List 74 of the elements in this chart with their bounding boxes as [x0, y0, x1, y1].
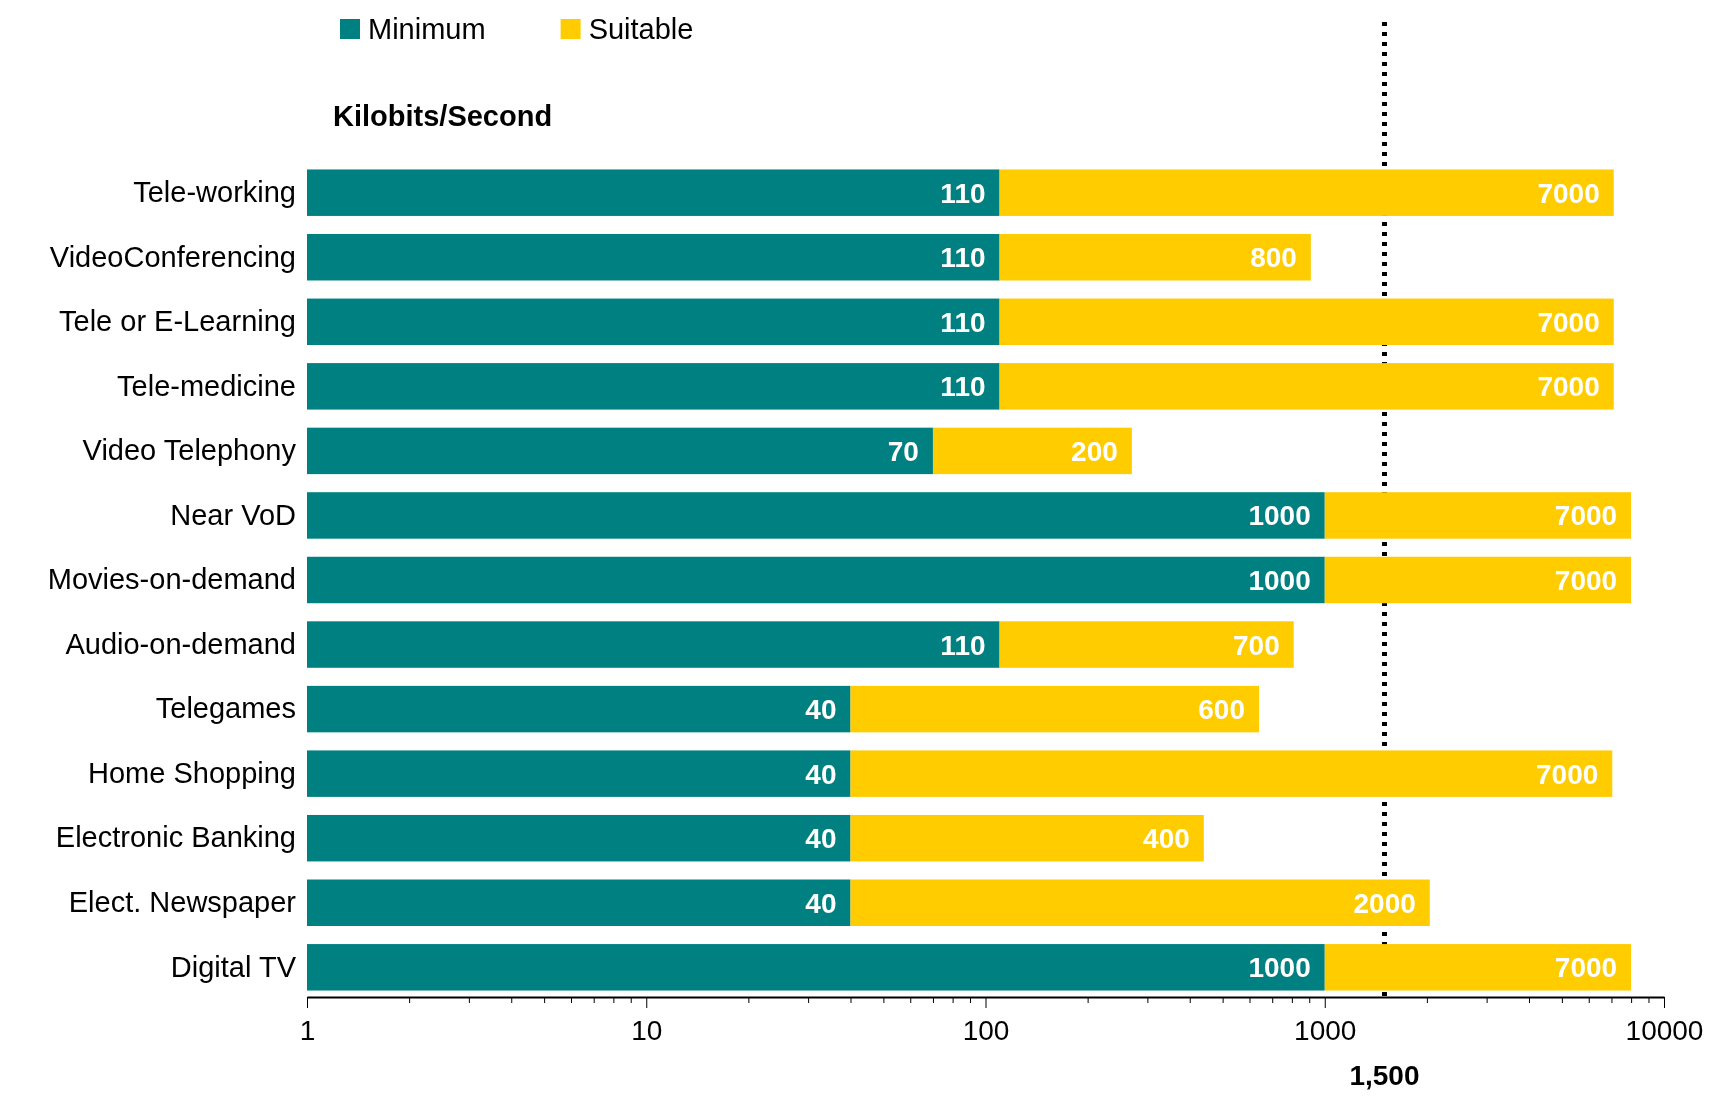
- data-label: 40: [805, 887, 837, 919]
- bar: [1324, 492, 1632, 539]
- data-label: 1000: [1248, 952, 1311, 984]
- bar: [307, 621, 1000, 668]
- y-tick-label: Audio-on-demand: [65, 627, 296, 660]
- y-tick-label: Electronic Banking: [55, 821, 296, 854]
- data-label: 7000: [1537, 177, 1600, 209]
- ref-line-label: 1,500: [1349, 1060, 1420, 1091]
- bar: [999, 298, 1614, 346]
- data-label: 110: [940, 177, 986, 209]
- data-label: 7000: [1537, 371, 1600, 403]
- data-label: 70: [887, 435, 919, 467]
- data-label: 700: [1232, 629, 1280, 661]
- y-tick-label: Tele or E-Learning: [59, 305, 296, 338]
- y-tick-label: Home Shopping: [88, 756, 296, 789]
- bar: [850, 879, 1430, 926]
- bar: [850, 750, 1613, 797]
- y-tick-label: Tele-medicine: [117, 369, 296, 402]
- bar: [307, 492, 1325, 539]
- data-label: 200: [1071, 435, 1118, 467]
- data-label: 400: [1143, 823, 1190, 855]
- y-tick-label: Digital TV: [170, 950, 297, 983]
- bar: [1324, 556, 1632, 604]
- bar: [307, 685, 851, 733]
- x-tick-label: 1: [299, 1014, 316, 1046]
- y-tick-label: Telegames: [155, 692, 296, 725]
- bar: [307, 427, 933, 475]
- data-label: 110: [940, 306, 986, 338]
- x-tick-label: 10000: [1625, 1014, 1704, 1046]
- bar: [307, 234, 1000, 281]
- y-tick-label: Video Telephony: [82, 434, 297, 467]
- y-tick-label: Tele-working: [133, 175, 296, 208]
- legend-label: Suitable: [588, 13, 694, 45]
- bar: [307, 363, 1000, 410]
- data-label: 110: [940, 371, 986, 403]
- bar: [1324, 944, 1632, 991]
- x-tick-label: 10: [631, 1014, 663, 1046]
- data-label: 1000: [1248, 500, 1311, 532]
- bar: [307, 298, 1000, 346]
- bar: [850, 814, 1204, 862]
- bar: [850, 685, 1259, 733]
- bar: [307, 814, 851, 862]
- data-label: 7000: [1554, 500, 1618, 532]
- data-label: 40: [805, 694, 837, 726]
- data-label: 800: [1250, 242, 1297, 274]
- y-tick-label: Movies-on-demand: [47, 563, 296, 596]
- bar: [999, 363, 1614, 410]
- bar: [999, 169, 1614, 216]
- y-tick-label: VideoConferencing: [49, 240, 296, 273]
- y-tick-label: Near VoD: [170, 498, 296, 531]
- bar: [307, 169, 1000, 216]
- bar: [307, 879, 851, 926]
- bar: [932, 427, 1132, 475]
- bar: [999, 621, 1294, 668]
- legend-label: Minimum: [368, 13, 486, 45]
- bar: [307, 750, 851, 797]
- data-label: 40: [805, 823, 837, 855]
- bar: [307, 556, 1325, 604]
- data-label: 7000: [1554, 952, 1618, 984]
- data-label: 110: [940, 242, 986, 274]
- x-tick-label: 100: [962, 1014, 1010, 1046]
- data-label: 7000: [1537, 306, 1600, 338]
- data-label: 40: [805, 758, 837, 790]
- data-label: 7000: [1554, 565, 1618, 596]
- chart-title: Kilobits/Second: [333, 100, 553, 132]
- y-tick-label: Elect. Newspaper: [68, 886, 297, 919]
- data-label: 1000: [1248, 565, 1311, 596]
- data-label: 7000: [1535, 758, 1599, 790]
- bar: [307, 944, 1325, 991]
- bar: [999, 234, 1311, 281]
- x-tick-label: 1000: [1294, 1014, 1357, 1046]
- data-label: 2000: [1353, 887, 1416, 919]
- data-label: 600: [1198, 694, 1245, 726]
- data-label: 110: [940, 629, 986, 661]
